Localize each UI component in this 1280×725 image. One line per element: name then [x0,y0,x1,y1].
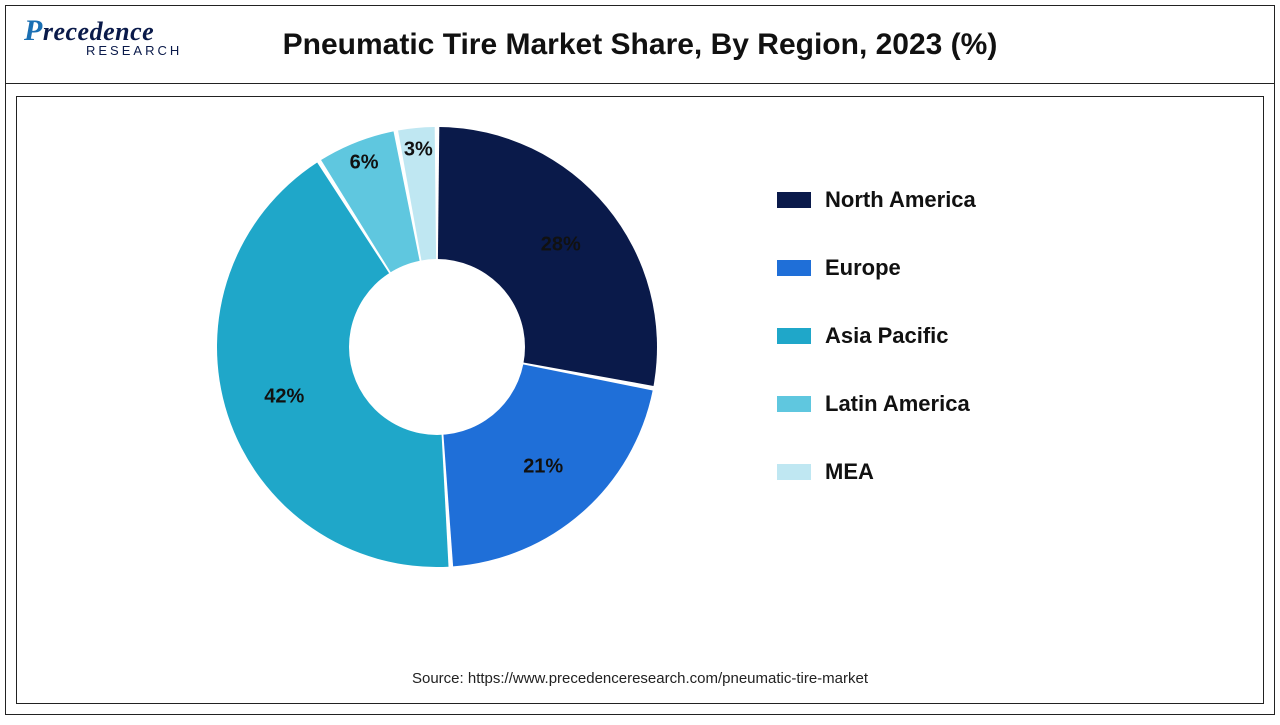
legend-swatch [777,464,811,480]
slice-label: 6% [350,151,379,174]
chart-card: Precedence RESEARCH Pneumatic Tire Marke… [5,5,1275,715]
legend-item: MEA [777,459,976,485]
legend-swatch [777,396,811,412]
legend-label: Europe [825,255,901,281]
source-text: Source: https://www.precedenceresearch.c… [17,670,1263,687]
donut-chart: 28% 21% 42% 6% 3% [217,127,657,567]
logo-p-glyph: P [24,14,43,47]
legend-swatch [777,192,811,208]
logo-subtext: RESEARCH [86,44,182,57]
legend: North America Europe Asia Pacific Latin Ame… [777,187,976,485]
legend-item: North America [777,187,976,213]
legend-label: MEA [825,459,874,485]
slice-label: 21% [523,456,563,479]
slice-label: 3% [404,138,433,161]
slice-label: 28% [541,233,581,256]
chart-title: Pneumatic Tire Market Share, By Region, … [6,28,1274,62]
legend-item: Europe [777,255,976,281]
legend-label: Asia Pacific [825,323,949,349]
logo: Precedence RESEARCH [24,16,182,57]
slice-label: 42% [264,385,304,408]
legend-label: North America [825,187,976,213]
chart-body: 28% 21% 42% 6% 3% North America Europe Asia Pa… [16,96,1264,704]
logo-rest: recedence [43,17,154,46]
legend-label: Latin America [825,391,970,417]
legend-item: Asia Pacific [777,323,976,349]
logo-text: Precedence [24,16,182,46]
donut-hole [349,259,525,435]
legend-item: Latin America [777,391,976,417]
header: Precedence RESEARCH Pneumatic Tire Marke… [6,6,1274,84]
legend-swatch [777,260,811,276]
legend-swatch [777,328,811,344]
